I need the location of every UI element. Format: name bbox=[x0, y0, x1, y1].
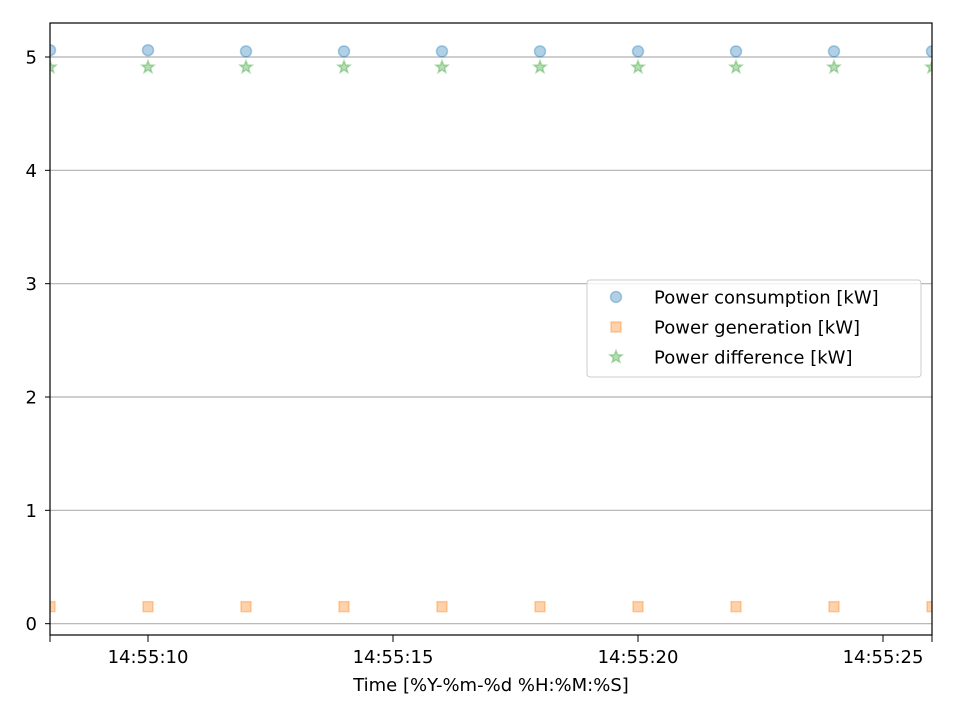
data-point-circle bbox=[729, 45, 743, 58]
x-tick-label: 14:55:20 bbox=[598, 647, 679, 668]
x-tick-label: 14:55:15 bbox=[353, 647, 434, 668]
data-point-square bbox=[828, 600, 840, 613]
data-point-star bbox=[335, 58, 353, 75]
legend-box bbox=[586, 279, 922, 378]
data-point-square bbox=[534, 600, 546, 613]
y-tick-label: 1 bbox=[26, 501, 37, 522]
y-axis: 0 1 2 3 4 5 bbox=[26, 48, 50, 635]
x-axis: 14:55:10 14:55:15 14:55:20 14:55:25 bbox=[49, 635, 933, 668]
y-tick-label: 0 bbox=[26, 614, 37, 635]
y-tick-label: 3 bbox=[26, 274, 37, 295]
data-point-star bbox=[50, 58, 59, 75]
y-tick-label: 5 bbox=[26, 48, 37, 69]
x-tick-label: 14:55:10 bbox=[108, 647, 189, 668]
data-point-star bbox=[727, 58, 745, 75]
data-point-square bbox=[926, 600, 932, 613]
legend-marker-square bbox=[610, 321, 622, 333]
plot-frame bbox=[49, 22, 933, 636]
data-point-square bbox=[142, 600, 154, 613]
legend-marker-star bbox=[607, 348, 625, 364]
legend: Power consumption [kW] Power generation [… bbox=[586, 279, 922, 378]
data-point-star bbox=[825, 58, 843, 75]
data-point-square bbox=[632, 600, 644, 613]
data-point-star bbox=[237, 58, 255, 75]
data-point-square bbox=[338, 600, 350, 613]
data-point-circle bbox=[925, 45, 932, 58]
data-point-square bbox=[50, 600, 56, 613]
data-point-circle bbox=[827, 45, 841, 58]
data-point-square bbox=[240, 600, 252, 613]
x-tick-label: 14:55:25 bbox=[843, 647, 924, 668]
legend-label: Power consumption [kW] bbox=[654, 288, 879, 309]
series-3 bbox=[50, 58, 932, 75]
data-point-circle bbox=[239, 45, 253, 58]
data-point-circle bbox=[631, 45, 645, 58]
data-point-circle bbox=[50, 43, 57, 57]
y-tick-label: 2 bbox=[26, 388, 37, 409]
data-point-star bbox=[923, 58, 932, 75]
data-point-star bbox=[433, 58, 451, 75]
x-axis-label: Time [%Y-%m-%d %H:%M:%S] bbox=[352, 675, 629, 696]
data-point-star bbox=[629, 58, 647, 75]
series-2 bbox=[50, 600, 932, 613]
data-point-circle bbox=[435, 45, 449, 58]
legend-marker-circle bbox=[609, 290, 623, 304]
data-point-circle bbox=[533, 45, 547, 58]
legend-label: Power generation [kW] bbox=[654, 318, 860, 339]
y-tick-label: 4 bbox=[26, 161, 37, 182]
series-1 bbox=[50, 43, 932, 58]
data-point-star bbox=[139, 58, 157, 75]
data-point-square bbox=[730, 600, 742, 613]
legend-label: Power difference [kW] bbox=[654, 348, 853, 369]
data-point-star bbox=[531, 58, 549, 75]
data-point-square bbox=[436, 600, 448, 613]
gridlines bbox=[50, 56, 932, 625]
data-point-circle bbox=[337, 45, 351, 58]
data-point-circle bbox=[141, 43, 155, 57]
data-marks bbox=[50, 43, 932, 613]
